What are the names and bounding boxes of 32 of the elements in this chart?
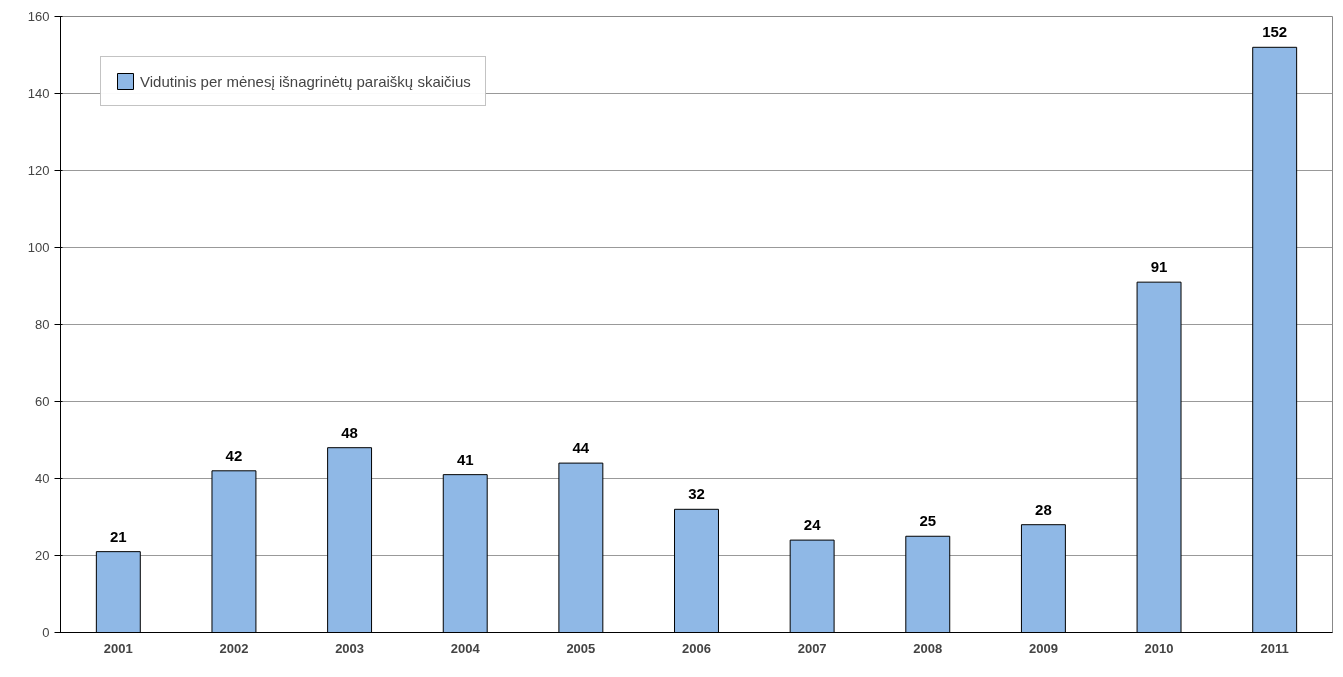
x-tick-label: 2006: [682, 640, 711, 656]
x-tick-label: 2011: [1260, 640, 1289, 656]
data-label: 32: [688, 485, 705, 503]
data-label: 24: [803, 516, 822, 534]
data-label: 48: [341, 423, 358, 441]
x-tick-label: 2005: [566, 640, 596, 656]
x-tick-label: 2001: [103, 640, 133, 656]
legend-label: Vidutinis per mėnesį išnagrinėtų paraiškų skaičius: [140, 72, 471, 90]
y-tick-label: 100: [27, 240, 50, 255]
x-tick-label: 2008: [913, 640, 943, 656]
y-tick-label: 80: [35, 317, 50, 332]
data-label: 42: [225, 446, 243, 464]
data-label: 91: [1150, 258, 1168, 276]
y-tick-label: 20: [35, 548, 50, 563]
data-label: 28: [1035, 500, 1052, 518]
y-tick-label: 160: [27, 9, 50, 24]
data-label: 44: [572, 439, 590, 457]
y-tick-label: 40: [35, 471, 50, 486]
x-tick-label: 2007: [797, 640, 827, 656]
y-tick-label: 0: [42, 625, 50, 640]
data-label: 152: [1262, 23, 1288, 41]
x-tick-label: 2009: [1028, 640, 1058, 656]
x-tick-label: 2002: [219, 640, 249, 656]
data-label: 25: [919, 512, 937, 530]
y-tick-label: 140: [27, 86, 50, 101]
y-tick-label: 60: [35, 394, 50, 409]
y-tick-label: 120: [27, 163, 50, 178]
x-tick-label: 2004: [450, 640, 481, 656]
data-label: 41: [456, 450, 474, 468]
x-tick-label: 2010: [1144, 640, 1174, 656]
data-label: 21: [109, 527, 127, 545]
x-tick-label: 2003: [335, 640, 365, 656]
